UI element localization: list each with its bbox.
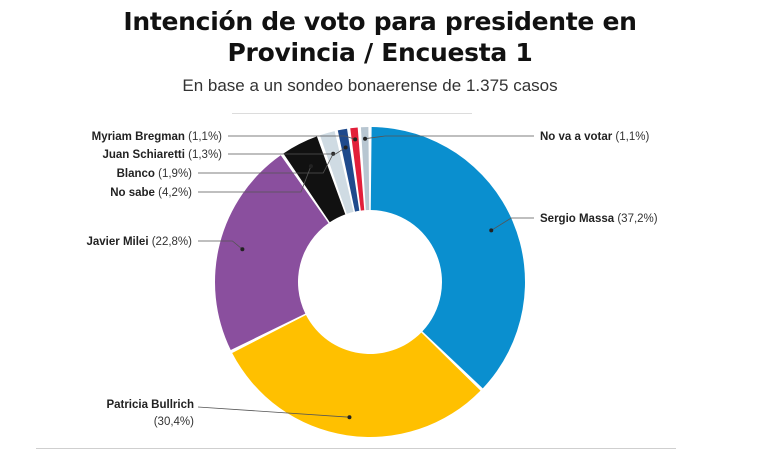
chart-subtitle: En base a un sondeo bonaerense de 1.375 … (182, 76, 558, 95)
label-no-sabe: No sabe (4,2%) (110, 187, 192, 199)
leader-dot-no-sabe (308, 164, 313, 169)
slice-myriam-bregman (350, 127, 365, 211)
leader-lines (197, 135, 534, 420)
chart-title-line-1: Intención de voto para presidente en (123, 7, 637, 36)
bottom-divider (36, 448, 676, 449)
leader-dot-no-va-a-votar (363, 136, 368, 141)
donut-slices (215, 127, 525, 437)
slice-javier-milei (215, 155, 329, 351)
leader-blanco (198, 153, 334, 174)
slice-blanco (319, 131, 354, 214)
leader-dot-sergio-massa (489, 228, 494, 233)
label-patricia-bullrich: Patricia Bullrich (106, 399, 194, 411)
leader-no-va-a-votar (364, 135, 534, 140)
chart-title: Intención de voto para presidente en Pro… (0, 6, 760, 68)
label-juan-schiaretti: Juan Schiaretti (1,3%) (102, 149, 222, 161)
value-label-no-va-a-votar: (1,1%) (615, 131, 649, 143)
value-label-myriam-bregman: (1,1%) (188, 131, 222, 143)
leader-dot-javier-milei (240, 247, 245, 252)
slice-no-sabe (283, 136, 346, 223)
leader-patricia-bullrich (197, 406, 350, 418)
leader-sergio-massa (491, 217, 534, 231)
leader-dot-myriam-bregman (353, 137, 358, 142)
value-label-no-sabe: (4,2%) (158, 187, 192, 199)
leader-juan-schiaretti (228, 147, 346, 155)
top-divider (232, 113, 472, 114)
value-label-patricia-bullrich: (30,4%) (154, 416, 194, 428)
label-javier-milei: Javier Milei (22,8%) (87, 236, 193, 248)
label-blanco: Blanco (1,9%) (117, 168, 193, 180)
leader-myriam-bregman (228, 135, 356, 140)
slice-no-va-a-votar (360, 127, 370, 211)
value-label-javier-milei: (22,8%) (152, 236, 192, 248)
leader-no-sabe (198, 165, 312, 193)
slice-sergio-massa (370, 127, 525, 389)
value-label-blanco: (1,9%) (158, 168, 192, 180)
value-label-sergio-massa: (37,2%) (617, 213, 657, 225)
label-sergio-massa: Sergio Massa (37,2%) (540, 213, 658, 225)
leader-dot-patricia-bullrich (347, 415, 352, 420)
chart-title-line-2: Provincia / Encuesta 1 (227, 38, 533, 67)
slice-patricia-bullrich (232, 314, 481, 437)
leader-dot-juan-schiaretti (343, 145, 348, 150)
label-no-va-a-votar: No va a votar (1,1%) (540, 131, 649, 143)
label-myriam-bregman: Myriam Bregman (1,1%) (92, 131, 223, 143)
slice-labels: Sergio Massa (37,2%) Patricia Bullrich (30… (87, 131, 658, 428)
leader-javier-milei (198, 240, 243, 250)
value-label-juan-schiaretti: (1,3%) (188, 149, 222, 161)
